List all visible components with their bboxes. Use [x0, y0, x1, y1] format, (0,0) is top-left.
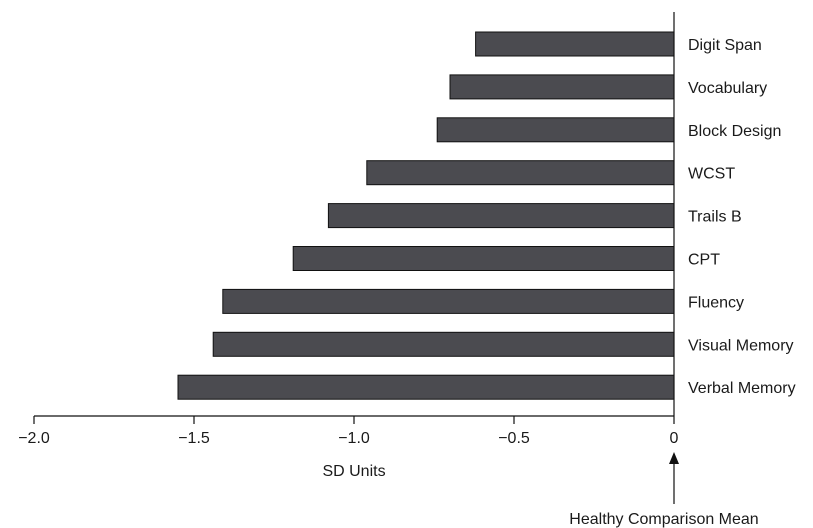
x-axis-title: SD Units	[322, 463, 385, 480]
x-tick-label: −1.5	[178, 430, 210, 447]
x-tick-label: −2.0	[18, 430, 50, 447]
x-tick-label: −1.0	[338, 430, 370, 447]
reference-mean-label: Healthy Comparison Mean	[569, 511, 758, 528]
bars-group	[177, 31, 675, 400]
category-label: Block Design	[688, 123, 781, 140]
bar-visual-memory	[212, 331, 675, 357]
bar-fluency	[222, 288, 675, 314]
bar-digit-span	[475, 31, 675, 57]
x-tick-label: 0	[670, 430, 679, 447]
category-label: Vocabulary	[688, 80, 767, 97]
category-label: Visual Memory	[688, 337, 794, 354]
category-label: CPT	[688, 252, 720, 269]
bar-vocabulary	[449, 74, 675, 100]
bar-verbal-memory	[177, 374, 675, 400]
bar-trails-b	[327, 203, 675, 229]
x-tick-label: −0.5	[498, 430, 530, 447]
x-ticks-group: −2.0 −1.5 −1.0 −0.5 0	[18, 416, 679, 447]
category-label: Fluency	[688, 294, 744, 311]
category-label: Digit Span	[688, 37, 762, 54]
reference-arrow-head	[669, 452, 679, 464]
bar-wcst	[366, 160, 675, 186]
category-label: Trails B	[688, 209, 742, 226]
reference-arrow	[669, 452, 679, 504]
category-label: Verbal Memory	[688, 380, 796, 397]
category-labels-group: Digit Span Vocabulary Block Design WCST Trai…	[688, 37, 796, 397]
bar-cpt	[292, 246, 675, 271]
bar-block-design	[436, 117, 675, 143]
category-label: WCST	[688, 166, 735, 183]
